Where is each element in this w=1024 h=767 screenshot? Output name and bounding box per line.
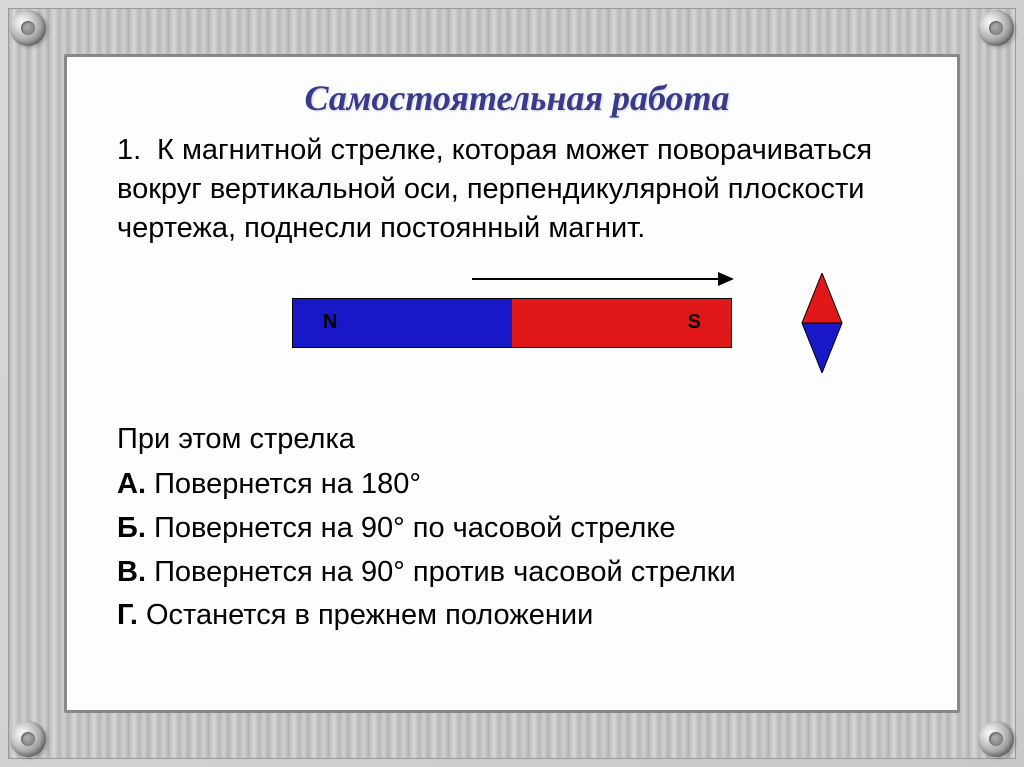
answer-intro: При этом стрелка <box>117 423 917 456</box>
answer-label: А. <box>117 468 146 500</box>
rivet-icon <box>10 721 46 757</box>
answer-text: Повернется на 90° против часовой стрелки <box>154 556 736 588</box>
question-text: К магнитной стрелке, которая может повор… <box>117 134 872 244</box>
slide-content-panel: Самостоятельная работа 1.К магнитной стр… <box>64 54 960 713</box>
answer-option-d: Г. Останется в прежнем положении <box>117 597 917 635</box>
answer-option-c: В. Повернется на 90° против часовой стре… <box>117 554 917 592</box>
magnet-diagram: N S <box>117 268 917 398</box>
answer-label: Г. <box>117 599 138 631</box>
compass-needle-icon <box>797 273 847 373</box>
slide-title: Самостоятельная работа <box>117 77 917 119</box>
rivet-icon <box>978 10 1014 46</box>
answer-label: В. <box>117 556 146 588</box>
answer-option-b: Б. Повернется на 90° по часовой стрелке <box>117 510 917 548</box>
answer-text: Повернется на 90° по часовой стрелке <box>154 512 676 544</box>
rivet-icon <box>10 10 46 46</box>
question-block: 1.К магнитной стрелке, которая может пов… <box>117 131 917 248</box>
answer-option-a: А. Повернется на 180° <box>117 466 917 504</box>
bar-magnet: N S <box>292 298 732 348</box>
question-number: 1. <box>117 131 157 170</box>
magnet-north-pole: N <box>293 299 512 347</box>
answer-label: Б. <box>117 512 146 544</box>
magnet-south-pole: S <box>512 299 731 347</box>
answer-text: Повернется на 180° <box>154 468 421 500</box>
rivet-icon <box>978 721 1014 757</box>
motion-arrow-icon <box>472 278 732 280</box>
slide-outer-frame: Самостоятельная работа 1.К магнитной стр… <box>0 0 1024 767</box>
answer-text: Останется в прежнем положении <box>146 599 593 631</box>
slide-mid-frame: Самостоятельная работа 1.К магнитной стр… <box>8 8 1016 759</box>
